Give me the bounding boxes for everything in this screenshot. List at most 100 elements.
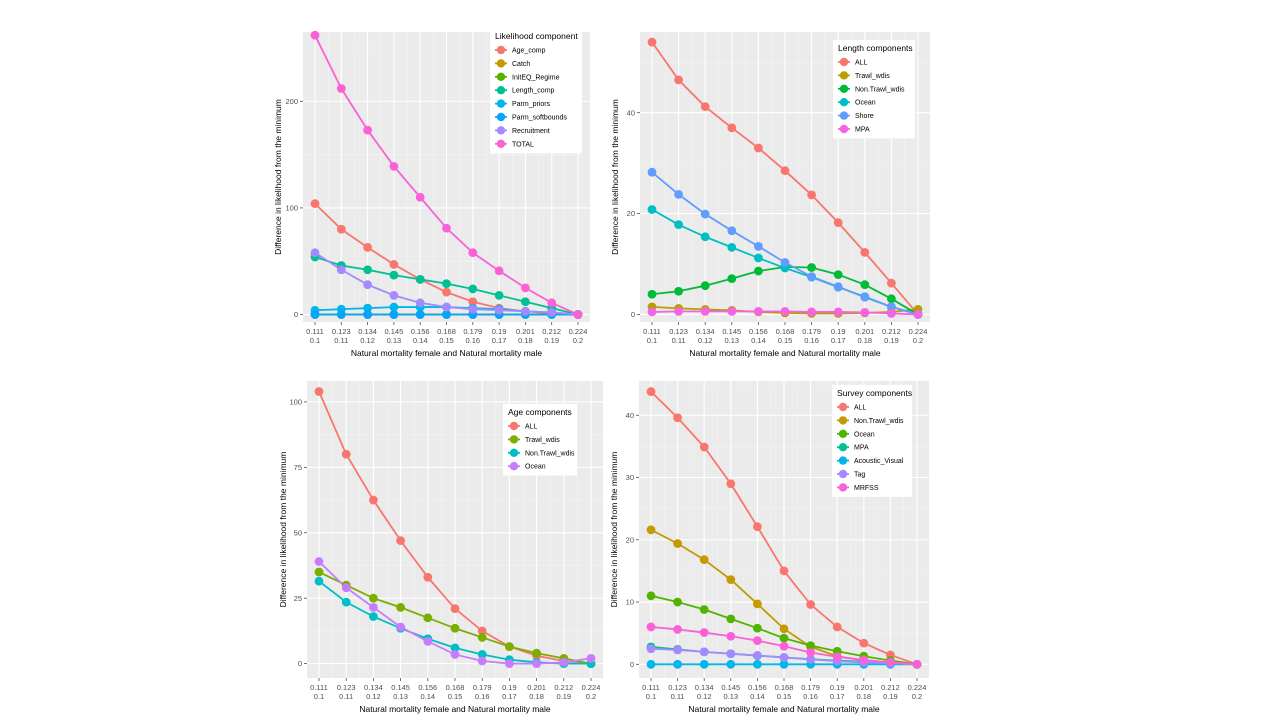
x-tick-label: 0.111 bbox=[306, 327, 324, 336]
x-tick-label: 0.11 bbox=[671, 692, 685, 701]
data-point bbox=[700, 102, 710, 112]
data-point bbox=[754, 143, 763, 153]
x-tick-label: 0.212 bbox=[881, 683, 900, 692]
data-point bbox=[396, 602, 405, 612]
data-point bbox=[833, 218, 843, 228]
data-point bbox=[477, 633, 487, 642]
x-tick-label: 0.19 bbox=[544, 336, 559, 345]
legend-title: Length components bbox=[838, 43, 913, 53]
data-point bbox=[559, 657, 569, 667]
data-point bbox=[860, 280, 870, 290]
legend-item-label: ALL bbox=[854, 405, 867, 412]
legend-item-label: Age_comp bbox=[512, 48, 546, 55]
data-point bbox=[646, 644, 656, 654]
x-tick-label: 0.17 bbox=[502, 692, 517, 701]
x-tick-label: 0.1 bbox=[314, 692, 324, 701]
data-point bbox=[807, 272, 816, 282]
x-tick-label: 0.19 bbox=[492, 327, 507, 336]
data-point bbox=[807, 263, 816, 272]
x-tick-label: 0.18 bbox=[518, 336, 533, 345]
x-tick-label: 0.224 bbox=[908, 683, 927, 692]
data-point bbox=[754, 266, 763, 276]
legend-item-label: Catch bbox=[512, 61, 530, 68]
legend-item-label: Non.Trawl_wdis bbox=[854, 418, 904, 425]
data-point bbox=[310, 199, 320, 209]
x-tick-label: 0.13 bbox=[387, 336, 402, 345]
legend-key-point bbox=[838, 443, 848, 452]
data-point bbox=[779, 633, 789, 643]
legend-item-label: MRFSS bbox=[854, 485, 879, 492]
x-tick-label: 0.19 bbox=[884, 336, 899, 345]
data-point bbox=[753, 623, 762, 633]
x-tick-label: 0.2 bbox=[912, 692, 922, 701]
data-point bbox=[806, 641, 815, 651]
data-point bbox=[807, 190, 816, 200]
y-tick-label: 75 bbox=[294, 463, 302, 472]
x-tick-label: 0.123 bbox=[337, 683, 356, 692]
x-tick-label: 0.212 bbox=[542, 327, 561, 336]
x-axis-title: Natural mortality female and Natural mor… bbox=[351, 348, 543, 358]
data-point bbox=[521, 297, 530, 307]
data-point bbox=[860, 292, 870, 302]
y-tick-label: 30 bbox=[626, 473, 634, 482]
data-point bbox=[832, 652, 842, 662]
data-point bbox=[336, 310, 346, 319]
y-axis-title: Difference in likelihood from the minimu… bbox=[278, 452, 288, 608]
legend-key-point bbox=[838, 402, 848, 412]
data-point bbox=[532, 659, 541, 669]
data-point bbox=[780, 307, 790, 316]
legend-item-label: Ocean bbox=[855, 100, 876, 107]
data-point bbox=[646, 659, 656, 669]
legend-key-point bbox=[509, 421, 519, 431]
x-tick-label: 0.18 bbox=[857, 336, 872, 345]
data-point bbox=[494, 266, 504, 276]
data-point bbox=[674, 286, 683, 296]
data-point bbox=[726, 631, 736, 641]
data-point bbox=[833, 270, 843, 279]
data-point bbox=[726, 575, 736, 585]
data-point bbox=[450, 643, 460, 653]
legend-title: Age components bbox=[508, 407, 572, 417]
data-point bbox=[547, 298, 557, 308]
data-point bbox=[753, 636, 762, 646]
data-point bbox=[673, 539, 682, 548]
data-point bbox=[673, 625, 682, 634]
data-point bbox=[647, 307, 657, 317]
data-point bbox=[647, 205, 657, 214]
legend-item-label: Length_comp bbox=[512, 88, 555, 95]
data-point bbox=[389, 270, 399, 280]
x-tick-label: 0.11 bbox=[672, 336, 686, 345]
data-point bbox=[389, 290, 399, 300]
x-tick-label: 0.134 bbox=[358, 327, 377, 336]
legend-key-point bbox=[839, 98, 849, 107]
legend-key-point bbox=[496, 126, 506, 135]
x-tick-label: 0.123 bbox=[669, 327, 688, 336]
data-point bbox=[700, 232, 710, 242]
legend-key-point bbox=[838, 469, 848, 479]
data-point bbox=[573, 310, 583, 319]
data-point bbox=[477, 650, 487, 659]
data-point bbox=[396, 536, 405, 546]
x-axis-title: Natural mortality female and Natural mor… bbox=[359, 704, 551, 714]
data-point bbox=[389, 260, 399, 269]
y-tick-label: 100 bbox=[289, 398, 302, 407]
data-point bbox=[647, 167, 657, 177]
x-tick-label: 0.179 bbox=[463, 327, 482, 336]
y-tick-label: 50 bbox=[294, 528, 302, 537]
x-tick-label: 0.212 bbox=[882, 327, 901, 336]
data-point bbox=[505, 642, 514, 651]
x-tick-label: 0.145 bbox=[722, 327, 741, 336]
x-tick-label: 0.13 bbox=[724, 336, 739, 345]
x-tick-label: 0.156 bbox=[748, 683, 767, 692]
legend-key-point bbox=[838, 456, 848, 465]
data-point bbox=[646, 387, 656, 396]
legend-item-label: ALL bbox=[855, 60, 868, 67]
x-tick-label: 0.18 bbox=[856, 692, 871, 701]
y-axis-title: Difference in likelihood from the minimu… bbox=[610, 99, 620, 255]
x-tick-label: 0.123 bbox=[332, 327, 351, 336]
x-tick-label: 0.11 bbox=[339, 692, 353, 701]
data-point bbox=[913, 310, 923, 319]
y-axis-title: Difference in likelihood from the minimu… bbox=[609, 452, 619, 608]
y-tick-label: 25 bbox=[294, 594, 302, 603]
